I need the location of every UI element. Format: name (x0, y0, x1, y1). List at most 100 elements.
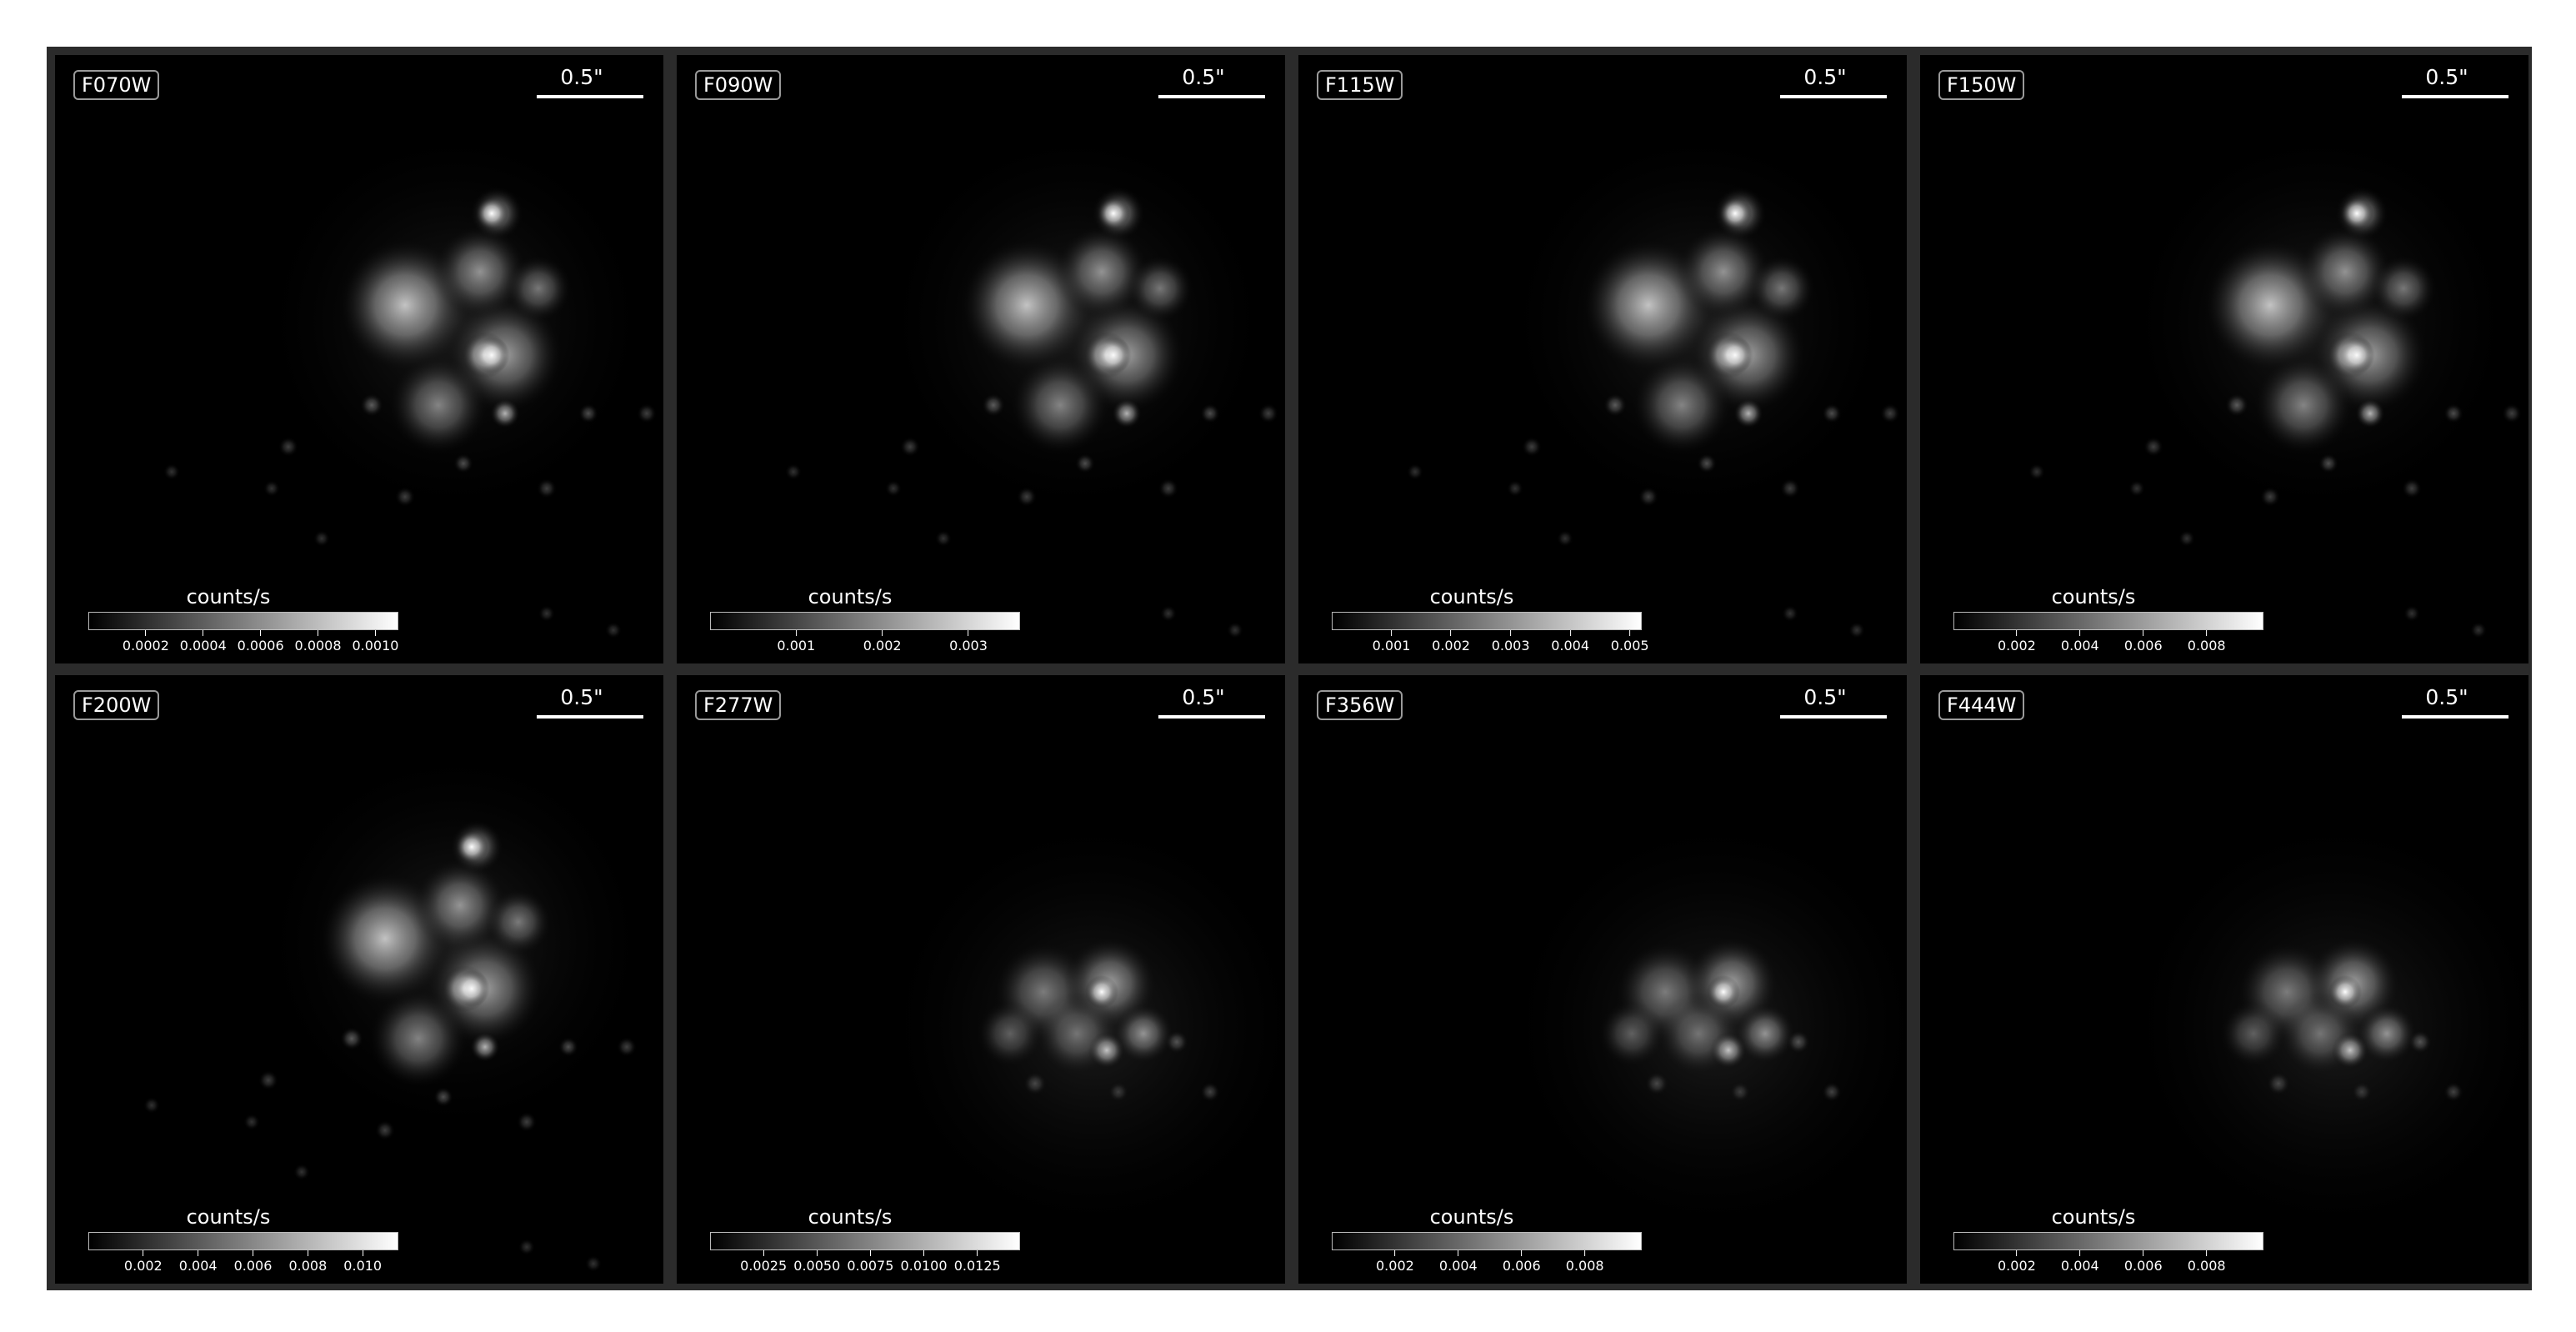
colorbar (1332, 612, 1642, 630)
point-source (163, 463, 180, 480)
colorbar-tick-label: 0.002 (123, 1258, 163, 1274)
colorbar-tick: 0.0100 (901, 1250, 948, 1274)
colorbar-tick-label: 0.0006 (237, 638, 284, 653)
point-source (2502, 403, 2522, 423)
galaxy-core-blob (1127, 255, 1193, 322)
band-label: F444W (1938, 690, 2025, 720)
colorbar (88, 612, 398, 630)
point-source (1638, 487, 1658, 507)
colorbar-tick: 0.006 (2124, 630, 2163, 653)
colorbar-tick-label: 0.006 (2123, 638, 2163, 653)
scale-bar (1158, 95, 1265, 98)
colorbar-tick-label: 0.0075 (847, 1258, 894, 1274)
point-source (2128, 480, 2145, 497)
colorbar-tick: 0.008 (2188, 1250, 2226, 1274)
point-source (453, 970, 490, 1007)
scale-bar (1780, 95, 1887, 98)
scale-bar-label: 0.5" (1803, 685, 1847, 709)
colorbar-tick: 0.002 (124, 1250, 163, 1274)
colorbar-tick: 0.001 (777, 630, 815, 653)
galaxy-image (1407, 122, 1900, 638)
galaxy-core-blob (505, 255, 572, 322)
colorbar-tick: 0.008 (1566, 1250, 1604, 1274)
point-source (2328, 975, 2362, 1009)
point-source (1160, 605, 1177, 622)
colorbar-tick-label: 0.004 (1438, 1258, 1478, 1274)
point-source (1097, 197, 1130, 230)
colorbar (710, 612, 1020, 630)
scale-bar (1158, 715, 1265, 719)
colorbar-ticks: 0.001 0.002 0.003 0.004 0.005 (1332, 630, 1649, 655)
galaxy-image (2120, 809, 2528, 1242)
colorbar (710, 1232, 1020, 1250)
point-source (1085, 975, 1118, 1009)
point-source (433, 1087, 453, 1107)
colorbar (1953, 1232, 2263, 1250)
galaxy-image (1498, 809, 1907, 1242)
galaxy-image (2028, 122, 2522, 638)
colorbar-tick-label: 0.004 (2060, 1258, 2099, 1274)
colorbar-tick-label: 0.002 (1376, 1258, 1414, 1274)
point-source (1407, 463, 1423, 480)
band-label: F277W (695, 690, 782, 720)
band-label: F150W (1938, 70, 2025, 100)
point-source (2403, 605, 2420, 622)
galaxy-core-blob (2370, 255, 2437, 322)
galaxy-core-blob (1598, 1000, 1665, 1067)
colorbar-tick: 0.0008 (295, 630, 342, 653)
colorbar-tick-label: 0.010 (343, 1258, 383, 1274)
colorbar-tick: 0.0050 (793, 1250, 840, 1274)
galaxy-core-blob (1055, 225, 1148, 318)
point-source (340, 1027, 363, 1050)
colorbar-tick-label: 0.002 (863, 638, 902, 653)
colorbar-tick: 0.008 (288, 1250, 327, 1274)
colorbar-label: counts/s (2051, 1205, 2136, 1229)
galaxy-core-blob (433, 225, 527, 318)
point-source (585, 1255, 602, 1272)
colorbar-ticks: 0.002 0.004 0.006 0.008 (1953, 1250, 2263, 1275)
colorbar-tick-label: 0.008 (2187, 638, 2226, 653)
point-source (2408, 1030, 2432, 1054)
colorbar-tick-label: 0.002 (1998, 638, 2036, 653)
colorbar-tick: 0.0010 (352, 630, 398, 653)
band-panel-f150w: F150W 0.5" counts/s 0.002 0.004 0.006 0.008 (1920, 55, 2528, 663)
colorbar-tick-label: 0.0002 (122, 638, 169, 653)
galaxy-core-blob (1677, 225, 1770, 318)
point-source (1718, 197, 1752, 230)
galaxy-core-blob (485, 889, 552, 955)
colorbar-tick-label: 0.0004 (179, 638, 227, 653)
point-source (1822, 1082, 1842, 1102)
scale-bar-label: 0.5" (2425, 685, 2468, 709)
colorbar-tick: 0.002 (1432, 630, 1470, 653)
point-source (1112, 398, 1142, 428)
point-source (1880, 403, 1900, 423)
colorbar-tick-label: 0.004 (2060, 638, 2099, 653)
point-source (2355, 398, 2385, 428)
point-source (258, 1070, 278, 1090)
point-source (2470, 622, 2487, 638)
point-source (1200, 403, 1220, 423)
colorbar-tick-label: 0.002 (1998, 1258, 2036, 1274)
galaxy-core-blob (2357, 1004, 2417, 1064)
point-source (1697, 453, 1717, 473)
point-source (1557, 530, 1573, 547)
colorbar-label: counts/s (186, 585, 271, 608)
point-source (395, 487, 415, 507)
point-source (1075, 453, 1095, 473)
colorbar-tick: 0.002 (1998, 630, 2036, 653)
colorbar-tick-label: 0.008 (2187, 1258, 2226, 1274)
point-source (2338, 337, 2375, 373)
point-source (1603, 393, 1627, 417)
colorbar-tick-label: 0.0010 (352, 638, 399, 653)
point-source (293, 1164, 310, 1180)
colorbar-tick: 0.0025 (740, 1250, 787, 1274)
point-source (473, 337, 510, 373)
galaxy-image (785, 122, 1278, 638)
colorbar-tick: 0.006 (1503, 1250, 1541, 1274)
colorbar-label: counts/s (186, 1205, 271, 1229)
scale-bar-label: 0.5" (1182, 65, 1225, 89)
galaxy-core-blob (1113, 1004, 1173, 1064)
band-label: F115W (1317, 70, 1403, 100)
colorbar-ticks: 0.001 0.002 0.003 (710, 630, 1020, 655)
point-source (1108, 1082, 1128, 1102)
